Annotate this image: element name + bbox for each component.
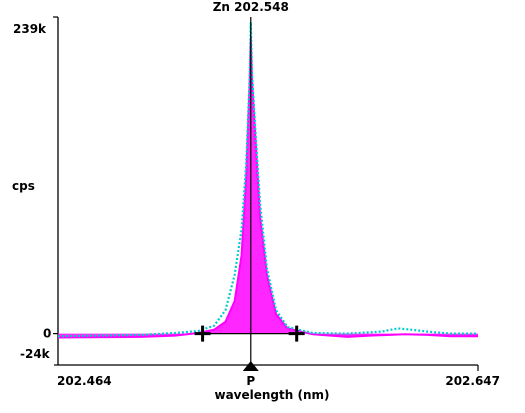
x-tick-label-max: 202.647 [445, 374, 500, 388]
peak-marker-arrow [242, 361, 259, 371]
series-1-line [57, 22, 478, 338]
y-axis-label: cps [12, 179, 35, 193]
y-tick-label-min: -24k [20, 347, 51, 361]
peak-marker-label: P [246, 374, 255, 388]
chart-title: Zn 202.548 [213, 0, 289, 14]
series-0-area [58, 38, 478, 338]
x-axis-label: wavelength (nm) [214, 388, 329, 402]
series-0-line [57, 37, 478, 339]
y-tick-label-max: 239k [13, 22, 47, 36]
x-tick-label-min: 202.464 [57, 374, 112, 388]
y-tick-label-zero: 0 [43, 327, 51, 341]
